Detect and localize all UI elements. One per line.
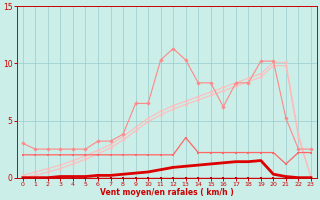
X-axis label: Vent moyen/en rafales ( km/h ): Vent moyen/en rafales ( km/h ) <box>100 188 234 197</box>
